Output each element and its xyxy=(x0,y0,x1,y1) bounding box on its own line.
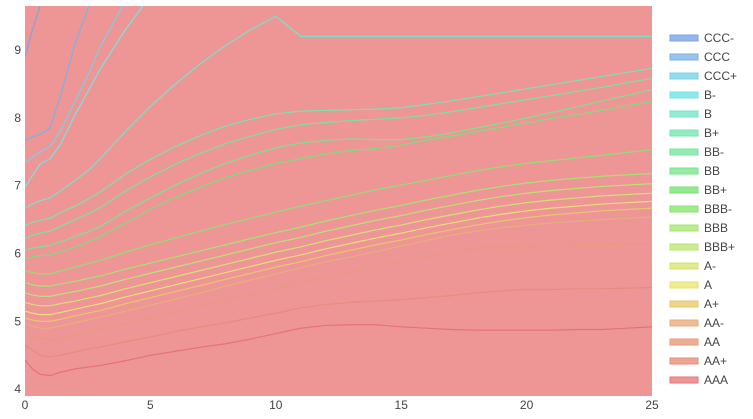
boundary-line-aa-minus xyxy=(25,216,652,329)
boundary-line-b xyxy=(25,15,652,209)
x-axis: 0 5 10 15 20 25 xyxy=(22,398,659,412)
legend-label: AAA xyxy=(704,373,728,387)
legend-label: BB xyxy=(704,164,720,178)
y-tick-label: 7 xyxy=(14,179,21,193)
legend-label: BB- xyxy=(704,145,724,159)
legend-item-bb[interactable]: BB xyxy=(669,164,720,178)
legend-label: B- xyxy=(704,88,716,102)
legend-item-aa[interactable]: AA xyxy=(669,335,720,349)
legend-label: A xyxy=(704,278,712,292)
legend-item-a-plus[interactable]: A+ xyxy=(669,297,719,311)
legend-swatch xyxy=(669,167,699,175)
legend-label: B+ xyxy=(704,126,719,140)
legend-swatch xyxy=(669,300,699,308)
legend-item-bb-plus[interactable]: BB+ xyxy=(669,183,727,197)
legend-item-aa-minus[interactable]: AA- xyxy=(669,316,724,330)
legend-label: AA xyxy=(704,335,720,349)
legend-swatch xyxy=(669,34,699,42)
boundary-line-ccc-plus xyxy=(25,6,124,163)
legend-swatch xyxy=(669,110,699,118)
y-tick-label: 9 xyxy=(14,43,21,57)
legend-swatch xyxy=(669,148,699,156)
boundary-line-bbb xyxy=(25,172,652,287)
legend-swatch xyxy=(669,72,699,80)
legend-swatch xyxy=(669,186,699,194)
legend-swatch xyxy=(669,205,699,213)
boundary-line-a-minus xyxy=(25,192,652,307)
legend-item-a-minus[interactable]: A- xyxy=(669,259,716,273)
legend-label: BB+ xyxy=(704,183,727,197)
boundary-line-a xyxy=(25,200,652,316)
legend-swatch xyxy=(669,53,699,61)
legend-item-ccc-plus[interactable]: CCC+ xyxy=(669,69,737,83)
legend-swatch xyxy=(669,224,699,232)
legend-label: AA+ xyxy=(704,354,727,368)
x-tick-label: 15 xyxy=(395,398,409,412)
legend-item-b[interactable]: B xyxy=(669,107,712,121)
legend-swatch xyxy=(669,319,699,327)
legend-item-bb-minus[interactable]: BB- xyxy=(669,145,724,159)
x-tick-label: 5 xyxy=(147,398,154,412)
boundary-line-aa-plus xyxy=(25,286,652,358)
legend-item-bbb[interactable]: BBB xyxy=(669,221,728,235)
legend-label: BBB- xyxy=(704,202,732,216)
legend-item-aa-plus[interactable]: AA+ xyxy=(669,354,727,368)
legend-swatch xyxy=(669,338,699,346)
legend-swatch xyxy=(669,357,699,365)
legend-label: BBB+ xyxy=(704,240,735,254)
legend-label: B xyxy=(704,107,712,121)
legend-label: CCC+ xyxy=(704,69,737,83)
legend-label: A+ xyxy=(704,297,719,311)
boundary-line-aa xyxy=(25,242,652,341)
legend-item-ccc[interactable]: CCC xyxy=(669,50,730,64)
y-tick-label: 6 xyxy=(14,247,21,261)
legend-item-bbb-minus[interactable]: BBB- xyxy=(669,202,732,216)
area-series-group xyxy=(25,6,652,376)
boundary-line-aaa xyxy=(25,324,652,377)
legend-swatch xyxy=(669,281,699,289)
legend-swatch xyxy=(669,262,699,270)
boundary-lines-group xyxy=(25,6,652,377)
legend-label: CCC xyxy=(704,50,730,64)
legend-item-b-minus[interactable]: B- xyxy=(669,88,716,102)
x-tick-label: 20 xyxy=(520,398,534,412)
x-tick-label: 25 xyxy=(645,398,659,412)
legend-label: CCC- xyxy=(704,31,734,45)
legend-label: A- xyxy=(704,259,716,273)
legend-swatch xyxy=(669,243,699,251)
legend-swatch xyxy=(669,376,699,384)
boundary-line-bb-minus xyxy=(25,77,652,240)
y-tick-label: 4 xyxy=(14,382,21,396)
band-aaa xyxy=(25,6,652,376)
x-tick-label: 10 xyxy=(269,398,283,412)
boundary-line-b-minus xyxy=(25,6,144,188)
legend-swatch xyxy=(669,129,699,137)
legend-swatch xyxy=(669,91,699,99)
legend-item-b-plus[interactable]: B+ xyxy=(669,126,719,140)
legend-item-a[interactable]: A xyxy=(669,278,712,292)
boundary-line-bbb-plus xyxy=(25,183,652,297)
boundary-line-bbb-minus xyxy=(25,149,652,275)
y-tick-label: 5 xyxy=(14,314,21,328)
legend-label: AA- xyxy=(704,316,724,330)
boundary-line-bb xyxy=(25,88,652,251)
x-tick-label: 0 xyxy=(22,398,29,412)
y-axis: 4 5 6 7 8 9 xyxy=(14,43,21,396)
boundary-line-bb-plus xyxy=(25,101,652,260)
boundary-line-b-plus xyxy=(25,67,652,226)
legend-label: BBB xyxy=(704,221,728,235)
boundary-line-a-plus xyxy=(25,207,652,322)
legend: CCC-CCCCCC+B-BB+BB-BBBB+BBB-BBBBBB+A-AA+… xyxy=(669,31,737,387)
legend-item-ccc-minus[interactable]: CCC- xyxy=(669,31,734,45)
legend-item-bbb-plus[interactable]: BBB+ xyxy=(669,240,735,254)
y-tick-label: 8 xyxy=(14,111,21,125)
boundary-line-ccc xyxy=(25,6,90,141)
legend-item-aaa[interactable]: AAA xyxy=(669,373,728,387)
